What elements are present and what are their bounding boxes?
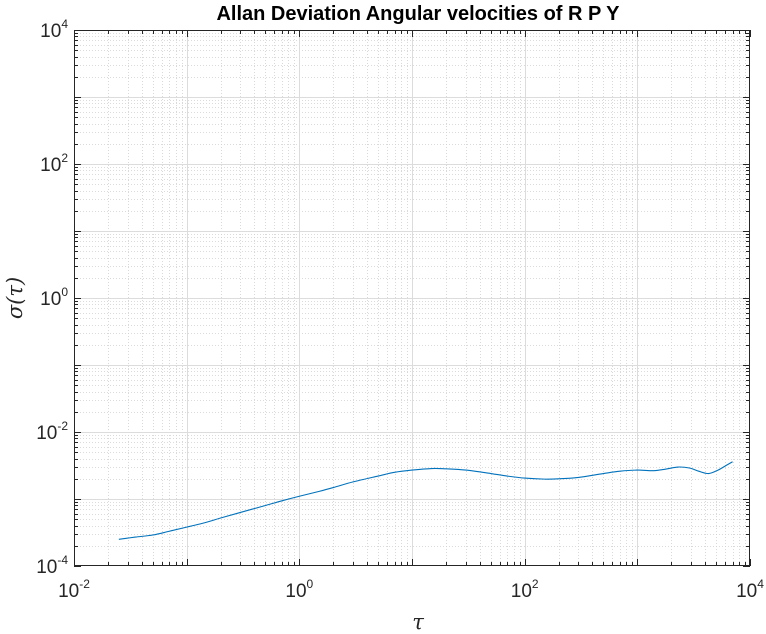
x-tick-label: 102 xyxy=(511,577,539,602)
series-layer xyxy=(118,461,733,540)
x-tick-label: 104 xyxy=(736,577,764,602)
x-axis-label: τ xyxy=(412,610,424,634)
ticks-layer xyxy=(74,30,751,567)
y-axis-label: σ(τ) xyxy=(3,277,27,319)
y-tick-label: 102 xyxy=(40,151,68,176)
major-grid xyxy=(74,30,750,566)
y-tick-label: 10-4 xyxy=(36,553,68,578)
x-tick-label: 100 xyxy=(285,577,313,602)
y-tick-label: 10-2 xyxy=(36,419,68,444)
x-tick-label: 10-2 xyxy=(58,577,90,602)
y-tick-label: 100 xyxy=(40,285,68,310)
chart-title: Allan Deviation Angular velocities of R … xyxy=(216,3,620,25)
series-line xyxy=(118,461,733,540)
y-tick-label: 104 xyxy=(40,17,68,42)
